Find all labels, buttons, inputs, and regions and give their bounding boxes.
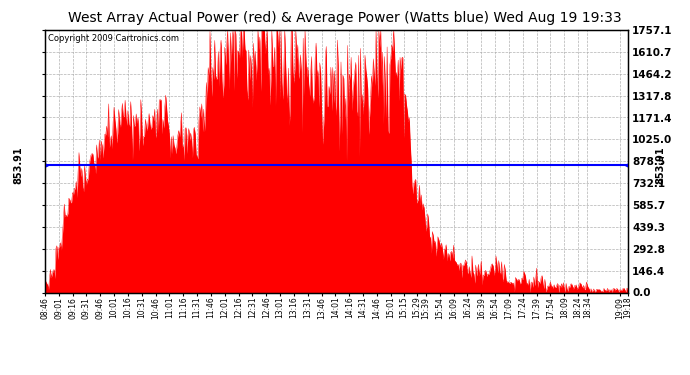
Text: 853.91: 853.91	[655, 146, 665, 184]
Text: 853.91: 853.91	[14, 146, 23, 184]
Text: West Array Actual Power (red) & Average Power (Watts blue) Wed Aug 19 19:33: West Array Actual Power (red) & Average …	[68, 11, 622, 25]
Text: Copyright 2009 Cartronics.com: Copyright 2009 Cartronics.com	[48, 34, 179, 43]
